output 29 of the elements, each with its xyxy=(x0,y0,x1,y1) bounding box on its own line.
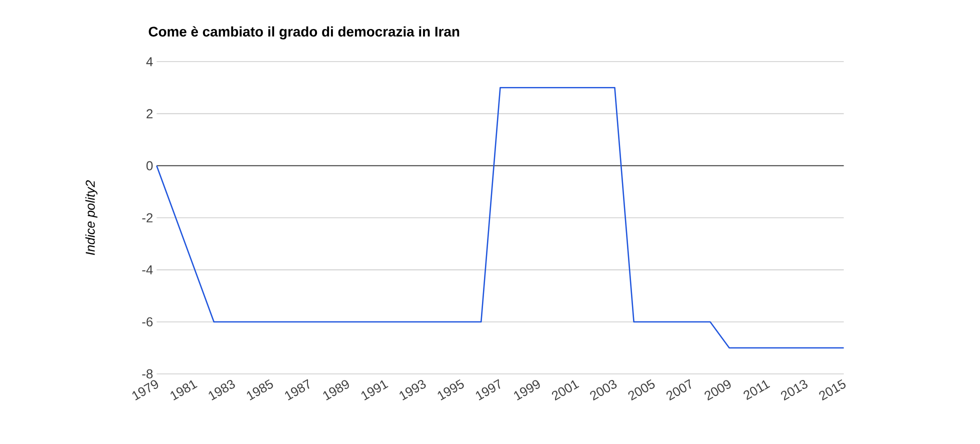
x-tick-label: 2013 xyxy=(780,380,808,400)
x-tick-label: 1995 xyxy=(438,379,464,400)
y-tick-label: -4 xyxy=(142,265,153,274)
x-tick-label: 2003 xyxy=(590,380,617,400)
y-tick-label: 4 xyxy=(146,56,153,66)
x-tick-label: 1997 xyxy=(476,378,500,400)
y-tick-label: -8 xyxy=(142,369,153,378)
x-tick-label: 1981 xyxy=(170,380,198,400)
x-tick-label: 1989 xyxy=(323,380,349,400)
y-tick-label: 2 xyxy=(146,108,153,118)
x-tick-label: 2007 xyxy=(666,378,692,400)
x-tick-label: 1979 xyxy=(132,380,158,400)
x-tick-label: 1993 xyxy=(400,380,426,400)
x-tick-label: 1983 xyxy=(208,380,235,400)
x-tick-label: 1987 xyxy=(285,378,310,400)
x-tick-label: 2009 xyxy=(704,380,731,400)
y-axis-title: Indice polity2 xyxy=(85,180,98,255)
x-tick-label: 2005 xyxy=(628,379,655,400)
x-tick-label: 2001 xyxy=(552,380,580,400)
y-tick-label: -6 xyxy=(142,317,153,326)
x-tick-label: 1985 xyxy=(246,379,273,400)
y-tick-label: -2 xyxy=(142,213,153,222)
x-tick-label: 2011 xyxy=(744,380,770,400)
x-tick-label: 1999 xyxy=(514,380,540,400)
chart-title: Come è cambiato il grado di democrazia in Iran xyxy=(148,26,460,40)
y-tick-label: 0 xyxy=(146,160,153,170)
x-tick-label: 1991 xyxy=(361,380,388,400)
line-series xyxy=(156,86,844,348)
x-tick-label: 2015 xyxy=(819,379,846,400)
